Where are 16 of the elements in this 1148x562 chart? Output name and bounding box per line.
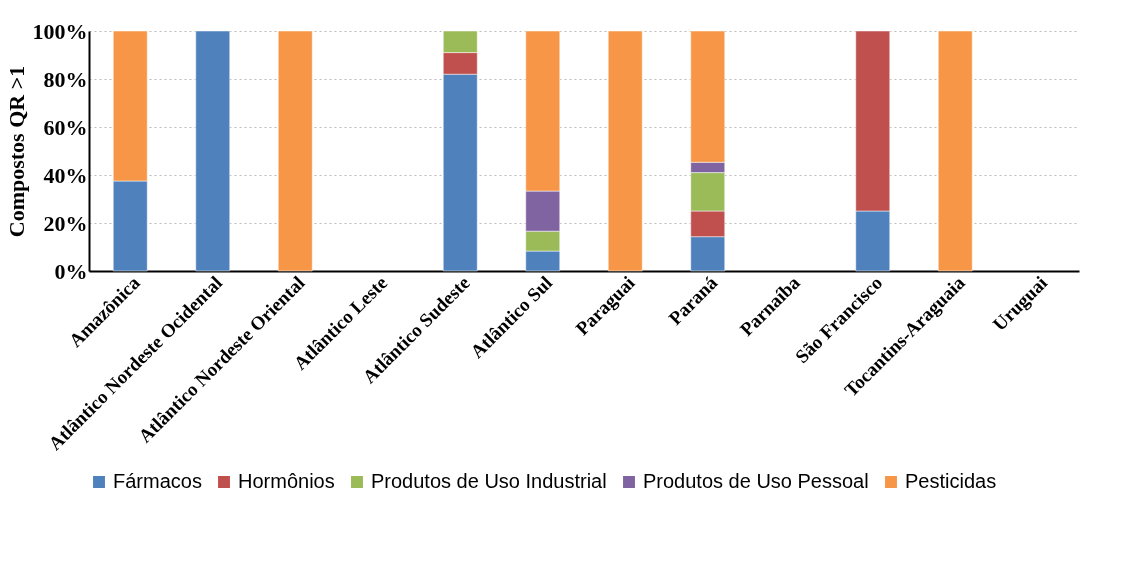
- legend-label: Produtos de Uso Industrial: [371, 470, 607, 492]
- y-tick-label: 40%: [43, 162, 88, 188]
- legend-label: Pesticidas: [905, 470, 997, 492]
- y-tick-label: 100%: [32, 18, 88, 44]
- bar: [938, 30, 973, 272]
- y-tick-label: 20%: [43, 210, 88, 236]
- legend-label: Hormônios: [238, 470, 335, 492]
- y-tick-label: 80%: [43, 66, 88, 92]
- legend-label: Produtos de Uso Pessoal: [643, 470, 869, 492]
- bar: [608, 30, 643, 272]
- y-tick-label: 60%: [43, 114, 88, 140]
- y-tick-label: 0%: [54, 258, 88, 284]
- bar: [278, 30, 313, 272]
- y-axis-title: Compostos QR >1: [3, 65, 29, 238]
- bar: [195, 30, 230, 272]
- legend-label: Fármacos: [113, 470, 202, 492]
